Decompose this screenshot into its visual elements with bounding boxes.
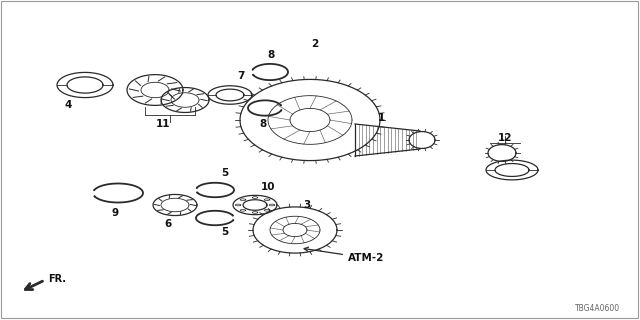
Text: 2: 2: [312, 39, 319, 49]
Text: ATM-2: ATM-2: [304, 247, 385, 263]
Text: 5: 5: [221, 168, 228, 178]
Text: 10: 10: [260, 182, 275, 192]
Text: 7: 7: [237, 71, 244, 81]
Text: 8: 8: [268, 50, 275, 60]
Text: 11: 11: [156, 119, 170, 129]
Text: TBG4A0600: TBG4A0600: [575, 304, 620, 313]
Text: 6: 6: [164, 219, 172, 229]
Text: 8: 8: [259, 119, 267, 129]
Text: FR.: FR.: [48, 274, 66, 284]
Text: 1: 1: [378, 113, 385, 123]
Text: 3: 3: [303, 200, 310, 210]
Text: 9: 9: [111, 208, 118, 218]
Text: 12: 12: [498, 133, 512, 143]
Text: 4: 4: [64, 100, 72, 110]
Text: 5: 5: [221, 227, 228, 237]
